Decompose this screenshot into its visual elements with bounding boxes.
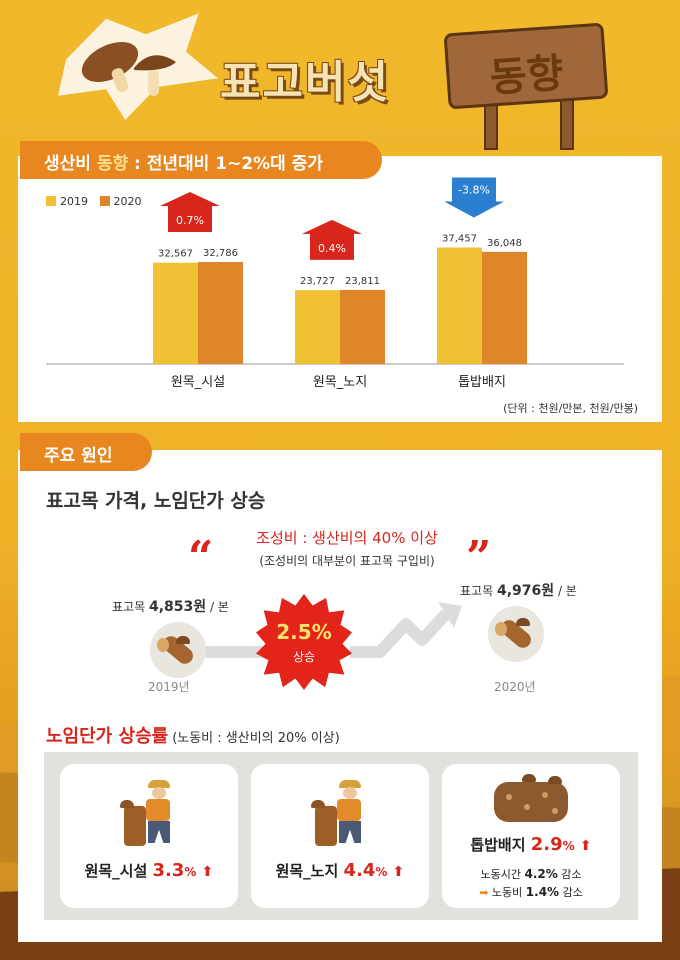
bar-2019-1: [153, 262, 198, 364]
worker-icon: [309, 780, 373, 850]
close-quote-mark: ”: [466, 532, 492, 583]
cost-share-note: (조성비의 대부분이 표고목 구입비): [259, 554, 435, 568]
wooden-sign: 동향: [443, 22, 609, 110]
log-end: [495, 622, 507, 636]
legend-label-2020: 2020: [113, 194, 142, 208]
change-up-arrow-icon: [302, 219, 362, 260]
labor-card-percent: 2.9: [530, 834, 563, 855]
up-arrow-icon: ⬆: [579, 838, 592, 854]
labor-card-label: 원목_노지 4.4% ⬆: [251, 860, 429, 881]
tab-suffix: : 전년대비 1~2%대 증가: [134, 154, 324, 174]
cost-share-text: 조성비 : 생산비의 40% 이상: [256, 529, 438, 547]
data-label: 37,457: [442, 233, 477, 244]
legend-label-2019: 2019: [60, 194, 88, 208]
production-cost-card: [18, 156, 662, 422]
section-tab-main-causes: 주요 원인: [20, 433, 152, 471]
price-2020: 표고목 4,976원 / 본: [460, 580, 577, 600]
change-down-arrow-icon: [444, 177, 504, 218]
price-2019: 표고목 4,853원 / 본: [112, 596, 229, 616]
change-up-arrow-icon: [160, 191, 220, 232]
log-icon-2020: [488, 606, 544, 662]
mushroom-cap-icon: [176, 636, 190, 644]
section-tab-production-cost: 생산비 동향 : 전년대비 1~2%대 증가: [20, 141, 382, 179]
category-label: 원목_시설: [171, 375, 225, 390]
data-label: 23,727: [300, 276, 335, 287]
labor-card-percent: 3.3: [152, 860, 185, 881]
note-suffix: 감소: [562, 886, 583, 899]
note-suffix: 감소: [561, 868, 582, 881]
increase-percent: 2.5%: [276, 620, 332, 644]
note-value: 1.4%: [525, 885, 560, 899]
category-label: 원목_노지: [313, 375, 367, 390]
labor-subtitle: (노동비 : 생산비의 20% 이상): [172, 731, 340, 746]
bar-2020-1: [198, 261, 243, 364]
log-end: [157, 638, 169, 652]
labor-card-wood-outdoor: 원목_노지 4.4% ⬆: [251, 764, 429, 908]
tab-prefix: 생산비: [44, 154, 91, 174]
note-label: 노동시간: [480, 868, 521, 881]
labor-card-label: 원목_시설 3.3% ⬆: [60, 860, 238, 881]
price-2019-suffix: / 본: [209, 600, 229, 614]
year-2019: 2019년: [148, 680, 190, 694]
change-label: 0.7%: [176, 214, 204, 227]
price-2019-prefix: 표고목: [112, 600, 146, 614]
labor-hours-note: 노동시간 4.2% 감소: [442, 866, 620, 882]
tab-highlight: 동향: [96, 154, 129, 174]
bar-2019-2: [295, 290, 340, 364]
up-arrow-icon: ⬆: [201, 864, 214, 880]
log-icon-2019: [150, 622, 206, 678]
labor-card-percent-unit: %: [375, 865, 388, 879]
data-label: 23,811: [345, 276, 380, 287]
causes-title: 표고목 가격, 노임단가 상승: [46, 490, 266, 512]
bar-2020-3: [482, 251, 527, 364]
worker-icon: [118, 780, 182, 850]
labor-title-text: 노임단가 상승률: [46, 726, 169, 747]
labor-card-percent-unit: %: [184, 865, 197, 879]
price-2020-prefix: 표고목: [460, 584, 494, 598]
bar-2020-2: [340, 289, 385, 364]
sawdust-bag-icon: [494, 774, 568, 822]
category-label: 톱밥배지: [458, 375, 506, 390]
legend-swatch-2020: [99, 196, 110, 206]
labor-title: 노임단가 상승률 (노동비 : 생산비의 20% 이상): [46, 722, 340, 748]
labor-card-percent: 4.4: [343, 860, 376, 881]
year-2020: 2020년: [494, 680, 536, 694]
note-value: 4.2%: [524, 867, 558, 881]
labor-card-name: 원목_시설: [84, 862, 148, 880]
right-arrow-icon: ➡: [479, 886, 489, 899]
labor-card-name: 톱밥배지: [470, 836, 526, 854]
production-cost-bar-chart: 32,567 32,786 원목_시설 0.7% 23,727 23,811 원목_노지 0.…: [46, 177, 624, 390]
mushroom-cap-icon: [516, 618, 530, 626]
mushroom-icon: [81, 42, 176, 96]
chart-unit-note: (단위 : 천원/만본, 천원/만봉): [503, 402, 638, 415]
legend-swatch-2019: [46, 196, 56, 206]
page-title: 표고버섯: [220, 58, 390, 107]
labor-card-sawdust: 톱밥배지 2.9% ⬆ 노동시간 4.2% 감소 ➡ 노동비 1.4% 감소: [442, 764, 620, 908]
price-2020-suffix: / 본: [557, 584, 577, 598]
labor-card-wood-facility: 원목_시설 3.3% ⬆: [60, 764, 238, 908]
change-label: -3.8%: [458, 183, 490, 196]
price-2019-value: 4,853원: [148, 599, 207, 615]
change-label: 0.4%: [318, 242, 346, 255]
chart-legend: 2019 2020: [46, 194, 142, 208]
labor-card-label: 톱밥배지 2.9% ⬆: [442, 834, 620, 855]
labor-card-percent-unit: %: [562, 839, 575, 853]
labor-card-name: 원목_노지: [275, 862, 339, 880]
price-2020-value: 4,976원: [496, 583, 555, 599]
up-arrow-icon: ⬆: [392, 864, 405, 880]
bar-2019-3: [437, 247, 482, 364]
sign-text: 동향: [488, 51, 565, 101]
note-label: 노동비: [491, 886, 523, 899]
data-label: 32,567: [158, 249, 193, 260]
data-label: 32,786: [203, 248, 238, 259]
increase-word: 상승: [292, 650, 316, 664]
open-quote-mark: “: [188, 532, 214, 583]
data-label: 36,048: [487, 238, 522, 249]
labor-cost-note: ➡ 노동비 1.4% 감소: [442, 884, 620, 900]
